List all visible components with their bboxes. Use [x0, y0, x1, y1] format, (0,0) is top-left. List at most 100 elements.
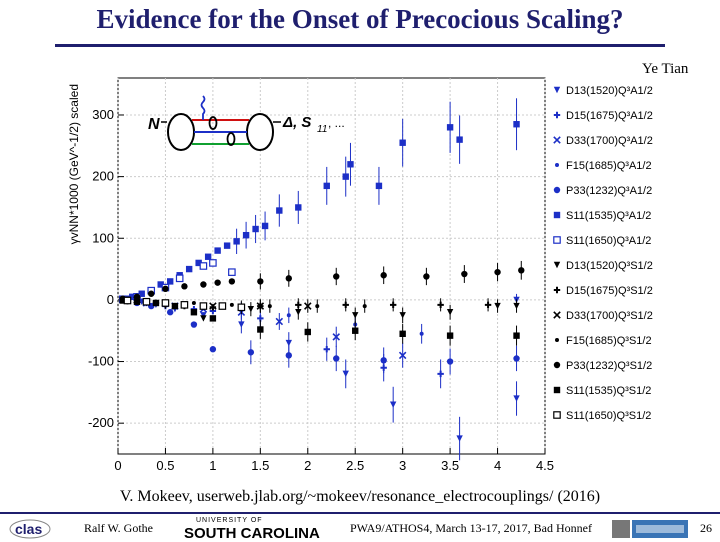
- data-point: [209, 302, 217, 310]
- data-point: [214, 279, 221, 286]
- data-point: [257, 326, 264, 333]
- data-point: [456, 435, 463, 442]
- data-point: [285, 275, 292, 282]
- data-point: [419, 331, 424, 336]
- data-point: [190, 321, 198, 328]
- data-point: [152, 299, 160, 307]
- chart-container: 0 0.5 1 1.5 2 2.5 3 3.5 4 4.5 -200 -100 0 100 200 300 Q²…: [60, 76, 700, 489]
- data-point: [323, 346, 330, 353]
- legend-marker: [555, 163, 559, 167]
- data-point: [228, 278, 236, 285]
- data-point: [252, 225, 259, 233]
- data-point: [484, 301, 492, 309]
- diagram-label-out: Δ, S: [282, 114, 311, 131]
- data-point: [323, 182, 330, 190]
- legend-marker: [553, 211, 561, 219]
- data-point: [214, 247, 221, 254]
- legend-label: F15(1685)Q³A1/2: [566, 160, 652, 172]
- data-point: [157, 281, 164, 288]
- x-tick-label: 1.5: [251, 458, 269, 473]
- data-point: [315, 304, 320, 309]
- data-point: [513, 302, 520, 310]
- data-point: [286, 313, 291, 318]
- data-point: [175, 274, 184, 283]
- data-point: [247, 305, 255, 313]
- data-point: [352, 312, 359, 319]
- data-point: [218, 302, 227, 310]
- legend-marker: [553, 361, 561, 369]
- x-tick-label: 2.5: [346, 458, 364, 473]
- legend-marker: [553, 411, 561, 419]
- photon-line: [200, 95, 206, 120]
- clas-logo-text: clas: [15, 521, 42, 537]
- x-tick-label: 0: [114, 458, 121, 473]
- data-point: [209, 259, 217, 267]
- data-point: [518, 267, 525, 274]
- data-point: [190, 309, 198, 316]
- data-point: [148, 290, 155, 297]
- resonance-blob-right: [246, 113, 274, 151]
- data-point: [257, 278, 264, 285]
- data-point: [180, 301, 189, 309]
- source-credit: V. Mokeev, userweb.jlab.org/~mokeev/reso…: [119, 488, 601, 505]
- data-point: [209, 346, 217, 353]
- legend-label: P33(1232)Q³S1/2: [566, 360, 652, 372]
- data-point: [362, 304, 367, 309]
- x-tick-label: 3.5: [441, 458, 459, 473]
- data-point: [162, 285, 169, 293]
- legend-label: S11(1650)Q³A1/2: [566, 235, 651, 247]
- data-point: [446, 309, 454, 316]
- legend-label: F15(1685)Q³S1/2: [566, 335, 652, 347]
- data-point: [494, 302, 501, 310]
- y-tick-label: 100: [92, 230, 114, 245]
- data-point: [166, 278, 174, 285]
- legend-label: S11(1535)Q³S1/2: [566, 385, 651, 397]
- data-point: [247, 349, 255, 356]
- data-point: [199, 302, 208, 310]
- y-tick-label: 0: [107, 292, 114, 307]
- y-tick-label: -100: [88, 354, 114, 369]
- data-point: [295, 204, 302, 211]
- data-point: [285, 352, 292, 359]
- data-point: [191, 300, 196, 305]
- footer-author: Ralf W. Gothe: [84, 521, 153, 535]
- data-point: [461, 270, 468, 278]
- data-point: [399, 330, 406, 338]
- diagram-label-more: , ...: [328, 116, 345, 130]
- data-point: [342, 301, 349, 309]
- legend-label: D13(1520)Q³A1/2: [566, 85, 653, 97]
- data-point: [375, 182, 383, 190]
- data-point: [352, 327, 359, 334]
- clas-logo-icon: clas: [9, 519, 51, 539]
- footer-conference: PWA9/ATHOS4, March 13-17, 2017, Bad Honn…: [350, 521, 592, 535]
- data-point: [199, 262, 208, 270]
- nucleon-blob-left: [167, 113, 195, 151]
- data-point: [304, 302, 312, 310]
- data-point: [513, 355, 520, 362]
- legend-label: D15(1675)Q³S1/2: [566, 285, 653, 297]
- data-point: [423, 273, 430, 280]
- data-point: [129, 293, 136, 301]
- scatter-chart: 0 0.5 1 1.5 2 2.5 3 3.5 4 4.5 -200 -100 0 100 200 300 Q²…: [67, 77, 653, 489]
- data-point: [233, 238, 240, 245]
- data-point: [238, 321, 245, 328]
- legend-marker: [553, 261, 561, 269]
- diagram-label-n: N: [148, 116, 160, 133]
- data-point: [513, 332, 520, 339]
- data-point: [229, 302, 234, 307]
- data-point: [295, 301, 302, 309]
- x-axis-label: Q² (GeV²): [480, 474, 537, 476]
- data-point: [261, 222, 269, 230]
- y-axis-label: γvNN*1000 (GeV^-1/2) scaled: [67, 84, 81, 244]
- data-point: [399, 312, 406, 319]
- data-point: [200, 281, 207, 288]
- data-point: [256, 302, 265, 310]
- data-point: [446, 358, 454, 365]
- legend-marker: [555, 338, 559, 342]
- author-label: Ye Tian: [642, 61, 689, 77]
- data-point: [237, 303, 246, 312]
- data-point: [133, 293, 141, 301]
- data-point: [161, 299, 170, 307]
- data-point: [295, 309, 302, 316]
- legend-marker: [553, 86, 561, 94]
